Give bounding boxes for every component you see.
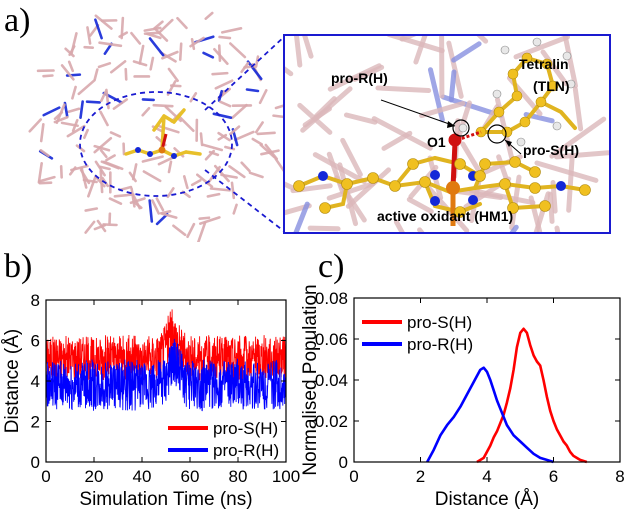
legend-label: pro-S(H) bbox=[407, 313, 472, 332]
chart-population-distribution: 0 2 4 6 8 0 0.02 0.04 0.06 0.08 Distance (Å) Normal… bbox=[300, 284, 625, 510]
label-active-oxidant: active oxidant (HM1) bbox=[377, 208, 514, 224]
active-site-highlight-ellipse bbox=[79, 91, 233, 197]
x-tick-label: 80 bbox=[229, 467, 248, 486]
legend-label: pro-R(H) bbox=[407, 335, 473, 354]
y-tick-label: 8 bbox=[31, 291, 40, 310]
x-tick-label: 100 bbox=[272, 467, 300, 486]
x-tick-label: 8 bbox=[615, 467, 624, 486]
x-tick-label: 0 bbox=[41, 467, 50, 486]
active-site-ligand bbox=[124, 108, 202, 159]
x-tick-label: 0 bbox=[349, 467, 358, 486]
pro-s-hydrogen-marker bbox=[487, 124, 507, 144]
distribution-line-pro-r bbox=[426, 366, 554, 464]
x-tick-label: 40 bbox=[133, 467, 152, 486]
y-tick-label: 4 bbox=[31, 372, 40, 391]
x-tick-label: 20 bbox=[85, 467, 104, 486]
label-tetralin: Tetralin bbox=[519, 56, 569, 72]
panel-label-c: c) bbox=[318, 248, 345, 285]
legend-label: pro-R(H) bbox=[213, 441, 279, 460]
distribution-line-pro-s bbox=[476, 327, 588, 464]
y-tick-label: 0.06 bbox=[315, 330, 348, 349]
x-axis-label: Distance (Å) bbox=[435, 489, 540, 510]
x-tick-label: 4 bbox=[482, 467, 491, 486]
label-tetralin-abbrev: (TLN) bbox=[533, 78, 570, 94]
y-tick-label: 0.02 bbox=[315, 412, 348, 431]
y-axis-label: Distance (Å) bbox=[2, 329, 23, 434]
y-tick-label: 0 bbox=[339, 453, 348, 472]
x-tick-label: 60 bbox=[181, 467, 200, 486]
label-pro-s-h: pro-S(H) bbox=[523, 142, 579, 158]
label-o1: O1 bbox=[427, 134, 446, 150]
y-tick-label: 0.04 bbox=[315, 371, 348, 390]
x-tick-label: 6 bbox=[549, 467, 558, 486]
legend-label: pro-S(H) bbox=[213, 419, 278, 438]
zoomed-active-site: pro-R(H) Tetralin (TLN) O1 pro-S(H) acti… bbox=[283, 34, 611, 234]
x-tick-label: 2 bbox=[416, 467, 425, 486]
y-tick-label: 0.08 bbox=[315, 289, 348, 308]
panel-label-b: b) bbox=[4, 248, 33, 285]
y-tick-label: 0 bbox=[31, 453, 40, 472]
label-pro-r-h: pro-R(H) bbox=[331, 70, 388, 86]
cage-sticks bbox=[28, 11, 290, 242]
y-axis-label: Normalised Population bbox=[300, 284, 321, 475]
enzyme-cage-structure bbox=[28, 11, 290, 242]
chart-distance-vs-time: 0 20 40 60 80 100 0 2 4 6 8 Simulation Time (ns) Dis… bbox=[2, 291, 300, 510]
series-trace-pro-r bbox=[45, 338, 287, 412]
panel-label-a: a) bbox=[4, 2, 31, 39]
y-tick-label: 2 bbox=[31, 413, 40, 432]
x-axis-label: Simulation Time (ns) bbox=[79, 489, 252, 510]
y-tick-label: 6 bbox=[31, 332, 40, 351]
tetralin-substrate bbox=[380, 37, 577, 155]
pro-r-hydrogen-marker bbox=[452, 119, 470, 137]
porphyrin-heme bbox=[293, 133, 591, 226]
